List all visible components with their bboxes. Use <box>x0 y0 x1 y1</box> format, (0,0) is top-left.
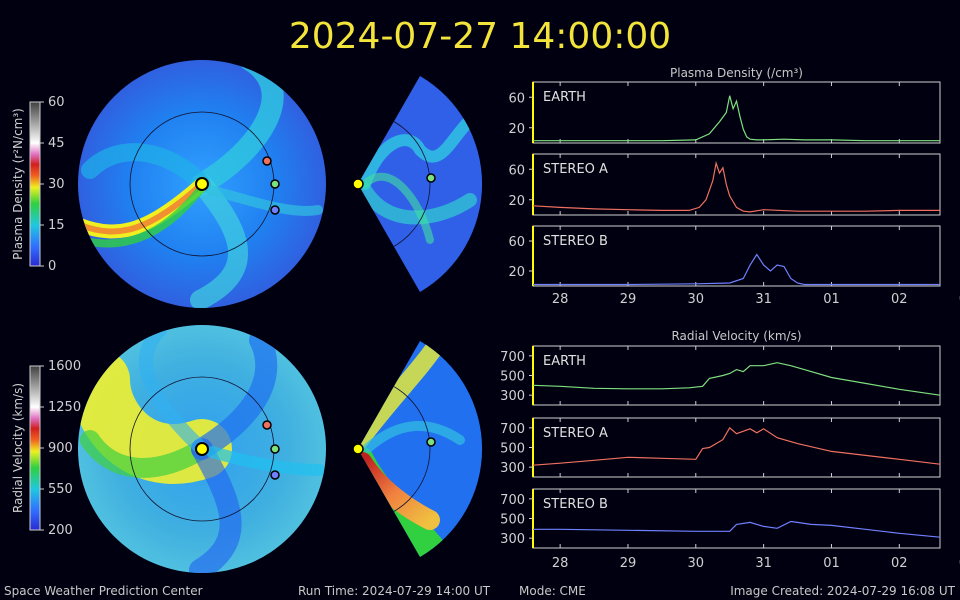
y-tick-label: 20 <box>508 265 525 280</box>
velocity-colorbar-ticks: 1600 1250 900 550 200 <box>40 359 81 538</box>
earth-marker <box>270 179 280 189</box>
x-tick-label: 01 <box>823 292 840 307</box>
stereo-b-marker <box>270 205 280 215</box>
colorbar-tick-label: 200 <box>48 523 73 538</box>
panel-label: STEREO B <box>543 497 608 512</box>
colorbar-tick-label: 1250 <box>48 400 81 415</box>
panel-frame <box>532 81 941 144</box>
density-colorbar: Plasma Density (r²N/cm³) 60 45 30 15 0 <box>11 95 65 274</box>
y-tick-label: 300 <box>500 532 525 547</box>
colorbar-tick-label: 45 <box>48 136 65 151</box>
y-tick-label: 500 <box>500 513 525 528</box>
x-tick-label: 03 <box>959 556 960 571</box>
series-line <box>533 95 940 142</box>
colorbar-tick-label: 30 <box>48 177 65 192</box>
radial-velocity-chart: Radial Velocity (km/s) 700 500 300 EARTH 700 5… <box>500 329 960 571</box>
density-meridional-map <box>358 76 483 292</box>
stereo-b-marker <box>270 470 280 480</box>
x-tick-label: 28 <box>552 292 569 307</box>
panel-label: STEREO A <box>543 426 608 441</box>
series-line <box>533 253 940 286</box>
x-tick-label: 02 <box>891 292 908 307</box>
sun-marker <box>195 442 209 456</box>
plasma-density-chart: Plasma Density (/cm³) 60 20 EARTH 60 20 STEREO… <box>508 66 960 307</box>
footer-center-label: Space Weather Prediction Center <box>4 584 203 598</box>
colorbar-tick-label: 1600 <box>48 359 81 374</box>
x-tick-label: 29 <box>620 292 637 307</box>
y-tick-label: 60 <box>508 163 525 178</box>
density-colorbar-ticks: 60 45 30 15 0 <box>40 95 65 274</box>
panel-label: STEREO A <box>543 162 608 177</box>
colorbar-tick-label: 900 <box>48 441 73 456</box>
chart-title: Plasma Density (/cm³) <box>670 66 803 80</box>
time-series-charts: Plasma Density (/cm³) 60 20 EARTH 60 20 STEREO… <box>500 66 960 571</box>
timestamp: 2024-07-27 14:00:00 <box>289 16 671 57</box>
panel-label: EARTH <box>543 354 586 369</box>
footer-mode: Mode: CME <box>519 584 586 598</box>
x-tick-label: 01 <box>823 556 840 571</box>
series-line <box>532 362 941 396</box>
chart-title: Radial Velocity (km/s) <box>671 329 801 343</box>
density-colorbar-label: Plasma Density (r²N/cm³) <box>11 108 25 260</box>
stereo-a-marker <box>262 420 272 430</box>
earth-marker <box>426 437 436 447</box>
footer-image-created: Image Created: 2024-07-29 16:08 UT <box>730 584 955 598</box>
y-tick-label: 700 <box>500 422 525 437</box>
stereo-a-marker <box>262 156 272 166</box>
y-tick-label: 500 <box>500 442 525 457</box>
y-tick-label: 60 <box>508 235 525 250</box>
colorbar-tick-label: 550 <box>48 482 73 497</box>
velocity-colorbar: Radial Velocity (km/s) 1600 1250 900 550 200 <box>11 359 81 538</box>
y-tick-label: 300 <box>500 389 525 404</box>
sun-marker <box>352 443 364 455</box>
panel-frame <box>532 345 941 406</box>
chart-panel: 60 20 STEREO B <box>508 225 941 287</box>
x-tick-label: 30 <box>688 292 705 307</box>
panel-label: STEREO B <box>543 234 608 249</box>
x-tick-label: 30 <box>688 556 705 571</box>
series-line <box>533 520 941 538</box>
earth-marker <box>270 444 280 454</box>
colorbar-tick-label: 0 <box>48 259 56 274</box>
y-tick-label: 20 <box>508 122 525 137</box>
footer-run-time: Run Time: 2024-07-29 14:00 UT <box>298 584 491 598</box>
chart-panel: 700 500 300 EARTH <box>500 345 941 406</box>
velocity-colorbar-label: Radial Velocity (km/s) <box>11 383 25 513</box>
panel-label: EARTH <box>543 90 586 105</box>
y-tick-label: 700 <box>500 350 525 365</box>
sun-marker <box>195 177 209 191</box>
series-line <box>532 426 941 466</box>
colorbar-tick-label: 60 <box>48 95 65 110</box>
y-tick-label: 60 <box>508 91 525 106</box>
chart-panel: 60 20 STEREO A <box>508 153 941 216</box>
series-line <box>532 160 940 213</box>
x-tick-label: 31 <box>755 556 772 571</box>
chart-panel: 700 500 300 STEREO A <box>500 417 941 478</box>
colorbar-tick-label: 15 <box>48 218 65 233</box>
chart-panel: 60 20 EARTH <box>508 81 941 144</box>
sun-marker <box>352 178 364 190</box>
y-tick-label: 300 <box>500 461 525 476</box>
x-tick-label: 31 <box>755 292 772 307</box>
chart-panel: 700 500 300 STEREO B <box>500 488 941 549</box>
position-markers <box>195 156 436 480</box>
x-tick-label: 29 <box>620 556 637 571</box>
x-tick-label: 03 <box>959 292 960 307</box>
y-tick-label: 500 <box>500 370 525 385</box>
y-tick-label: 20 <box>508 194 525 209</box>
x-tick-label: 28 <box>552 556 569 571</box>
x-tick-label: 02 <box>891 556 908 571</box>
earth-marker <box>426 173 436 183</box>
y-tick-label: 700 <box>500 493 525 508</box>
